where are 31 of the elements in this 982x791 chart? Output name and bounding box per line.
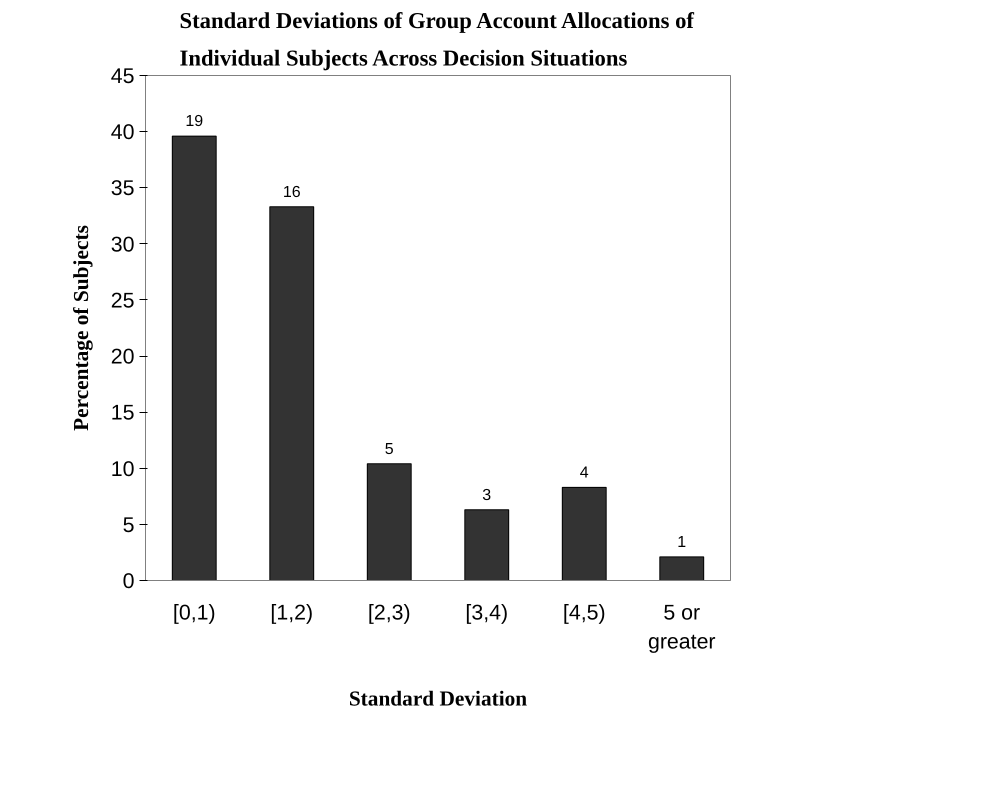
bar — [269, 206, 314, 580]
y-tick-label: 45 — [110, 64, 135, 88]
x-tick-label: [2,3) — [368, 600, 411, 624]
x-tick-label: [4,5) — [562, 600, 606, 624]
x-tick-label: [1,2) — [270, 600, 314, 624]
annotation: 5 — [384, 440, 394, 458]
bar — [366, 463, 412, 580]
annotation: 3 — [482, 486, 492, 504]
chart-title: Standard Deviations of Group Account Allocations of Individual Subjects Across Decision Situations — [180, 8, 694, 70]
bar — [562, 486, 607, 580]
y-tick-label: 20 — [110, 344, 135, 369]
y-tick-label: 35 — [110, 176, 135, 200]
y-tick-label: 30 — [110, 232, 135, 256]
bar — [464, 509, 510, 580]
annotation: 19 — [185, 113, 204, 130]
y-tick-label: 0 — [122, 569, 135, 593]
y-tick-label: 5 — [122, 512, 135, 537]
y-tick-label: 40 — [110, 120, 135, 144]
y-tick-label: 25 — [110, 288, 135, 312]
bar — [172, 136, 217, 580]
x-axis-title: Standard Deviation — [348, 686, 528, 710]
y-axis-title: Percentage of Subjects — [68, 225, 93, 431]
annotation: 1 — [677, 534, 686, 551]
x-tick-label: [3,4) — [465, 600, 508, 624]
x-tick-label: [0,1) — [172, 600, 216, 624]
bar — [659, 556, 704, 580]
annotation: 4 — [580, 464, 589, 482]
y-tick-label: 15 — [110, 400, 135, 425]
x-tick-label: 5 or greater — [648, 600, 716, 654]
y-tick-label: 10 — [110, 456, 135, 481]
annotation: 16 — [282, 184, 301, 201]
